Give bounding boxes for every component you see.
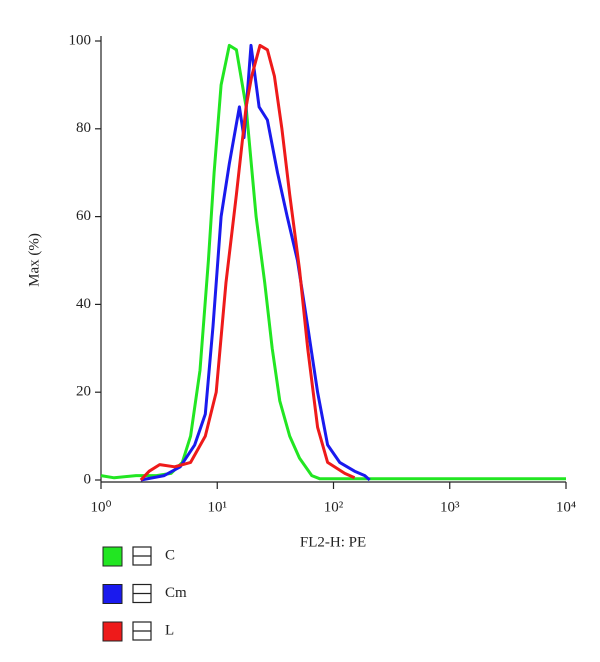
legend-swatch <box>102 546 123 567</box>
legend-swatch <box>102 584 123 604</box>
legend-label: L <box>165 622 174 638</box>
series-line <box>139 43 356 482</box>
x-tick-label: 10⁴ <box>556 499 576 515</box>
series-line <box>140 43 371 482</box>
x-tick-label: 10⁰ <box>90 499 111 515</box>
legend-label: Cm <box>165 585 187 601</box>
y-tick-label: 40 <box>76 296 91 312</box>
y-axis-label: Max (%) <box>26 233 42 287</box>
y-tick-label: 100 <box>69 32 92 48</box>
y-tick-label: 60 <box>76 208 91 224</box>
y-tick-label: 20 <box>76 384 91 400</box>
series-line <box>100 43 566 481</box>
x-tick-label: 10¹ <box>208 499 228 515</box>
y-tick-label: 80 <box>76 120 91 136</box>
x-tick-label: 10² <box>324 499 344 515</box>
y-tick-label: 0 <box>84 471 92 487</box>
legend-label: C <box>165 547 175 563</box>
legend-swatch <box>102 621 123 642</box>
x-tick-label: 10³ <box>440 499 460 515</box>
x-axis-label: FL2-H: PE <box>300 534 366 550</box>
